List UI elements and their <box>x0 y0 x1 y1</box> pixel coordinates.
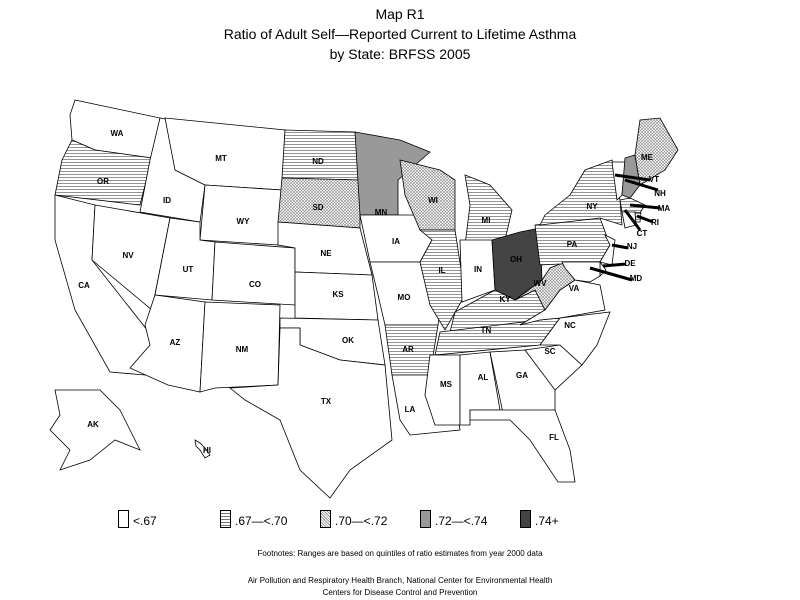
legend-swatch <box>320 510 331 528</box>
state-label-de: DE <box>624 259 636 268</box>
state-label-nh: NH <box>654 189 666 198</box>
credit-line-1: Air Pollution and Respiratory Health Bra… <box>247 576 553 585</box>
state-label-az: AZ <box>170 338 181 347</box>
legend-item-72-74: .72—<.74 <box>420 510 487 528</box>
state-fl <box>469 409 576 483</box>
state-nm <box>199 301 281 393</box>
state-label-nv: NV <box>122 251 134 260</box>
state-label-la: LA <box>405 405 416 414</box>
state-label-pa: PA <box>567 240 578 249</box>
state-label-al: AL <box>478 373 489 382</box>
state-label-ia: IA <box>392 237 400 246</box>
state-label-ky: KY <box>499 295 511 304</box>
legend-item-70-72: .70—<.72 <box>320 510 387 528</box>
state-label-me: ME <box>641 153 654 162</box>
state-label-in: IN <box>474 265 482 274</box>
map-subtitle: Ratio of Adult Self—Reported Current to … <box>223 26 577 42</box>
state-ny <box>539 159 623 226</box>
legend-swatch <box>118 510 129 528</box>
state-label-ny: NY <box>586 202 598 211</box>
state-label-mi: MI <box>482 216 491 225</box>
legend-swatch <box>520 510 531 528</box>
state-label-ak: AK <box>87 420 99 429</box>
state-label-nc: NC <box>564 321 576 330</box>
leader-line-nj <box>611 243 629 250</box>
state-label-hi: HI <box>203 446 211 455</box>
map-subtitle-2: by State: BRFSS 2005 <box>329 46 471 62</box>
state-co <box>211 241 296 306</box>
leader-line-ma <box>629 203 661 210</box>
leader-line-md <box>589 266 633 282</box>
leader-line-de <box>602 262 627 268</box>
state-ga <box>489 349 556 414</box>
state-label-nm: NM <box>236 345 249 354</box>
state-label-mn: MN <box>375 208 388 217</box>
legend-label: .67—<.70 <box>235 514 288 528</box>
legend-label: .70—<.72 <box>335 514 388 528</box>
state-de <box>599 260 607 277</box>
state-label-oh: OH <box>510 255 522 264</box>
state-label-md: MD <box>630 274 643 283</box>
state-label-mt: MT <box>215 154 227 163</box>
state-label-nj: NJ <box>627 242 637 251</box>
state-ak <box>49 389 141 471</box>
state-nd <box>281 129 361 181</box>
state-label-mo: MO <box>398 293 411 302</box>
state-label-sd: SD <box>312 203 323 212</box>
legend-swatch <box>420 510 431 528</box>
legend-label: .72—<.74 <box>435 514 488 528</box>
state-label-ct: CT <box>637 229 648 238</box>
state-mi <box>464 174 513 246</box>
state-label-id: ID <box>163 196 171 205</box>
state-wy <box>199 184 283 246</box>
state-tx <box>228 327 393 499</box>
state-label-ma: MA <box>658 204 671 213</box>
state-label-tx: TX <box>321 397 332 406</box>
state-label-ok: OK <box>342 336 354 345</box>
state-label-wi: WI <box>428 196 438 205</box>
state-il <box>418 229 466 331</box>
state-label-tn: TN <box>481 326 492 335</box>
footnote: Footnotes: Ranges are based on quintiles… <box>257 549 543 558</box>
state-label-fl: FL <box>549 433 559 442</box>
state-label-il: IL <box>438 266 445 275</box>
state-label-or: OR <box>97 177 109 186</box>
legend-item-67-70: .67—<.70 <box>220 510 287 528</box>
legend-item-74plus: .74+ <box>520 510 559 528</box>
state-label-sc: SC <box>544 347 555 356</box>
us-state-map: WA OR CA NV ID MT WY UT CO AZ NM ND SD NE KS OK TX MN IA MO… <box>49 99 679 499</box>
state-label-ks: KS <box>332 290 344 299</box>
legend-label: <.67 <box>133 514 157 528</box>
state-label-ri: RI <box>651 218 659 227</box>
map-title: Map R1 <box>375 6 425 22</box>
state-label-ga: GA <box>516 371 528 380</box>
legend-item-lt67: <.67 <box>118 510 157 528</box>
state-label-ut: UT <box>183 265 194 274</box>
credit-line-2: Centers for Disease Control and Preventi… <box>322 588 478 597</box>
leader-line-vt <box>614 173 651 182</box>
state-ms <box>424 354 461 426</box>
state-nj <box>599 234 616 266</box>
state-label-wa: WA <box>111 129 124 138</box>
state-label-ar: AR <box>402 345 414 354</box>
state-label-ca: CA <box>78 281 90 290</box>
leader-line-ri <box>636 214 654 224</box>
state-hi <box>194 439 211 459</box>
legend-swatch <box>220 510 231 528</box>
state-label-vt: VT <box>649 175 659 184</box>
legend-label: .74+ <box>535 514 559 528</box>
state-label-nd: ND <box>312 157 324 166</box>
leader-line-ct <box>623 209 642 231</box>
state-label-va: VA <box>569 284 580 293</box>
state-label-wv: WV <box>534 279 548 288</box>
state-or <box>54 139 153 206</box>
state-label-ms: MS <box>440 380 453 389</box>
state-label-ne: NE <box>320 249 332 258</box>
state-label-co: CO <box>249 280 261 289</box>
leader-line-nh <box>624 178 659 192</box>
state-label-wy: WY <box>237 217 251 226</box>
